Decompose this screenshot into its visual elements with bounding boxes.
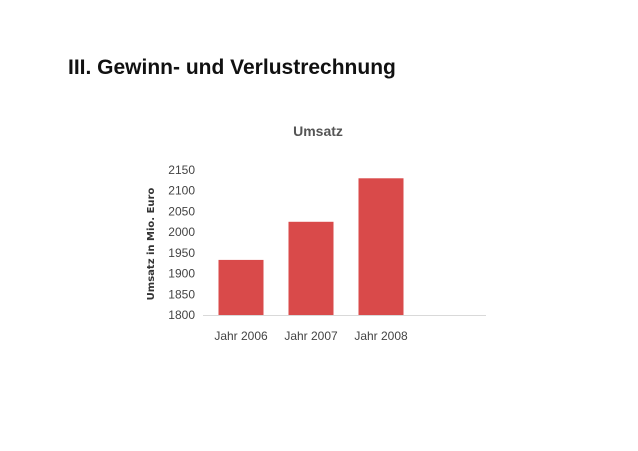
bar-jahr-2006 <box>218 259 264 315</box>
x-axis-ticks: Jahr 2006 Jahr 2007 Jahr 2008 <box>214 329 408 343</box>
bar-jahr-2008 <box>358 178 404 315</box>
y-tick-label: 1800 <box>168 308 195 322</box>
y-tick-label: 2150 <box>168 163 195 177</box>
y-tick-label: 1900 <box>168 267 195 281</box>
y-tick-label: 2000 <box>168 225 195 239</box>
y-axis-ticks: 1800 1850 1900 1950 2000 2050 2100 2150 <box>168 163 195 322</box>
bars <box>218 178 404 315</box>
x-tick-label: Jahr 2008 <box>354 329 408 343</box>
x-tick-label: Jahr 2007 <box>284 329 338 343</box>
x-tick-label: Jahr 2006 <box>214 329 268 343</box>
y-tick-label: 2050 <box>168 204 195 218</box>
y-tick-label: 1850 <box>168 287 195 301</box>
y-tick-label: 2100 <box>168 184 195 198</box>
page-heading: III. Gewinn- und Verlustrechnung <box>68 56 396 79</box>
y-axis-label: Umsatz in Mio. Euro <box>146 188 157 301</box>
bar-jahr-2007 <box>288 221 334 315</box>
y-tick-label: 1950 <box>168 246 195 260</box>
chart-title: Umsatz <box>293 123 343 139</box>
